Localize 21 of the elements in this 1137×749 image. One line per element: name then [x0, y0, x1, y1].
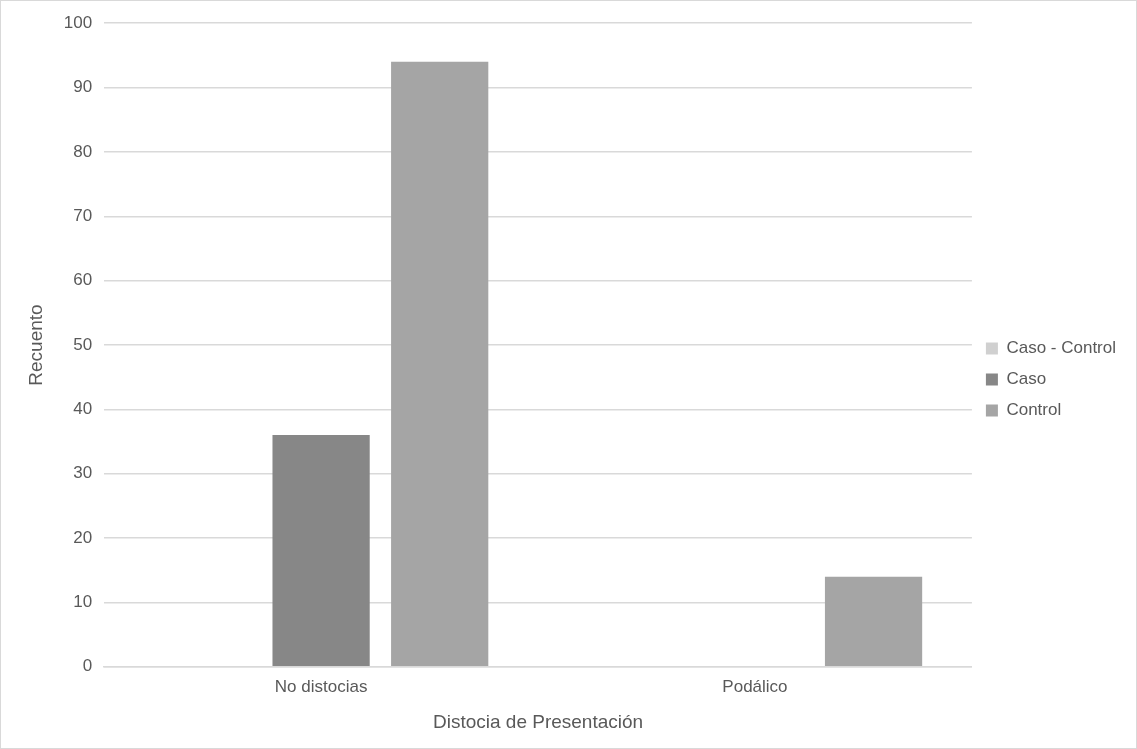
x-tick-label: No distocias: [274, 676, 368, 696]
bar: [391, 61, 489, 667]
y-tick-label: 90: [73, 77, 93, 97]
x-axis-title: Distocia de Presentación: [432, 710, 644, 732]
legend-label: Caso - Control: [1006, 338, 1117, 358]
y-tick-label: 80: [73, 141, 93, 161]
y-tick-label: 100: [63, 12, 93, 32]
y-tick-label: 20: [73, 527, 93, 547]
y-tick-label: 10: [73, 592, 93, 612]
y-tick-label: 60: [73, 270, 93, 290]
y-tick-label: 40: [73, 399, 93, 419]
legend-label: Control: [1006, 400, 1062, 420]
x-tick-label: Podálico: [722, 676, 788, 696]
y-tick-label: 70: [73, 205, 93, 225]
y-tick-label: 0: [82, 656, 93, 676]
bar: [824, 576, 923, 667]
legend-label: Caso: [1006, 369, 1047, 389]
y-axis-title: Recuento: [24, 304, 46, 386]
bar: [272, 435, 370, 667]
y-tick-label: 50: [73, 334, 93, 354]
y-tick-label: 30: [73, 463, 93, 483]
